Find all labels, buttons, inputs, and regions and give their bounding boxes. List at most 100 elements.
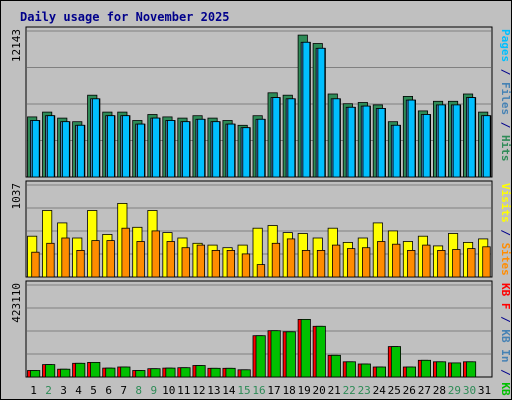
day-label: 10 xyxy=(162,384,175,397)
bar xyxy=(182,121,190,178)
bar xyxy=(360,363,371,378)
day-label: 21 xyxy=(328,384,341,397)
bar xyxy=(227,123,235,178)
bar xyxy=(255,335,266,378)
kbytes-ymax-label: 423110 xyxy=(10,283,23,323)
legend-entry: Sites xyxy=(499,243,511,276)
visits-ymax-label: 1037 xyxy=(10,183,23,210)
day-label: 7 xyxy=(120,384,127,397)
bar xyxy=(332,98,341,178)
bar xyxy=(77,124,85,178)
bar xyxy=(392,124,401,178)
bar xyxy=(330,354,341,378)
day-label: 20 xyxy=(312,384,325,397)
chart-title: Daily usage for November 2025 xyxy=(20,10,230,24)
legend-entry: Visits xyxy=(499,183,511,223)
day-label: 26 xyxy=(403,384,416,397)
kbytes-series-kb-out xyxy=(30,318,477,378)
visits-legend: Visits / Sites xyxy=(499,183,511,276)
legend-entry: Files xyxy=(499,82,511,115)
day-label: 4 xyxy=(75,384,82,397)
bar xyxy=(46,115,55,178)
bar xyxy=(422,244,431,278)
bar xyxy=(375,366,386,378)
bar xyxy=(195,365,206,378)
bar xyxy=(361,247,371,278)
legend-entry: KB F xyxy=(499,283,511,310)
bar xyxy=(122,115,130,178)
bar xyxy=(467,248,476,278)
hits-series-pages xyxy=(31,41,491,178)
legend-entry: / xyxy=(499,223,511,243)
bar xyxy=(165,367,176,378)
bar xyxy=(452,249,461,278)
day-label: 25 xyxy=(388,384,401,397)
bar xyxy=(76,249,85,278)
bar xyxy=(405,366,416,378)
bar xyxy=(407,249,416,278)
legend-entry: Pages xyxy=(499,29,511,62)
day-label: 5 xyxy=(90,384,97,397)
bar xyxy=(225,367,236,378)
day-label: 14 xyxy=(222,384,236,397)
bar xyxy=(135,370,146,378)
bar xyxy=(31,251,40,278)
bar xyxy=(287,98,296,178)
legend-entry: / xyxy=(499,115,511,135)
bar xyxy=(390,346,401,378)
bar xyxy=(465,361,477,378)
bar xyxy=(285,331,296,378)
bar xyxy=(226,249,236,278)
day-label: 22 xyxy=(343,384,356,397)
legend-entry: KB In xyxy=(499,329,511,362)
day-label: 6 xyxy=(105,384,112,397)
bar xyxy=(180,367,191,378)
bar xyxy=(317,47,326,178)
bar xyxy=(105,367,116,378)
day-label: 13 xyxy=(207,384,220,397)
bar xyxy=(271,242,281,278)
day-label: 11 xyxy=(177,384,190,397)
day-label: 23 xyxy=(358,384,371,397)
day-label: 8 xyxy=(135,384,142,397)
bar xyxy=(167,120,175,178)
bar xyxy=(377,108,386,178)
bar xyxy=(302,41,311,178)
day-label: 15 xyxy=(237,384,250,397)
bar xyxy=(196,244,206,278)
day-label: 18 xyxy=(282,384,295,397)
bar xyxy=(467,97,476,178)
legend-entry: / xyxy=(499,310,511,330)
bar xyxy=(61,237,70,278)
bar xyxy=(151,230,160,278)
visits-series-sites xyxy=(31,227,491,278)
bar xyxy=(240,369,251,378)
bar xyxy=(300,318,311,378)
day-label: 19 xyxy=(297,384,310,397)
bar xyxy=(45,364,56,378)
bar xyxy=(181,247,190,278)
visits-panel: 1037 Visits / Sites xyxy=(10,180,512,278)
day-label: 1 xyxy=(30,384,37,397)
bar xyxy=(212,121,220,178)
bar xyxy=(150,368,161,378)
bar xyxy=(272,97,281,178)
bar xyxy=(437,104,446,178)
bar xyxy=(137,123,145,178)
day-label: 31 xyxy=(478,384,491,397)
bar xyxy=(166,241,175,278)
bar xyxy=(121,227,130,278)
day-label: 17 xyxy=(267,384,280,397)
bar xyxy=(107,115,115,178)
bar xyxy=(136,241,145,278)
day-labels: 1 2 3 4 5 6 7 8 9 10 11 12 13 14 15 16 17 18 19 20 21 22 23 24 2… xyxy=(30,384,491,397)
bar xyxy=(270,330,281,378)
legend-entry: Hits xyxy=(499,135,511,162)
bar xyxy=(62,121,70,178)
bar xyxy=(120,366,131,378)
bar xyxy=(152,117,160,178)
kbytes-legend: KB F / KB In / KB Out xyxy=(499,283,511,399)
